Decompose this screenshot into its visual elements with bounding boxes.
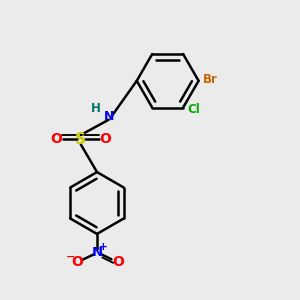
Text: +: + (99, 242, 108, 252)
Text: N: N (92, 246, 103, 259)
Text: Cl: Cl (188, 103, 200, 116)
Text: S: S (75, 132, 86, 147)
Text: H: H (91, 102, 100, 115)
Text: −: − (66, 252, 75, 262)
Text: O: O (99, 132, 111, 146)
Text: O: O (71, 256, 83, 269)
Text: N: N (103, 110, 114, 123)
Text: O: O (112, 255, 124, 268)
Text: Br: Br (203, 73, 218, 86)
Text: O: O (50, 132, 62, 146)
